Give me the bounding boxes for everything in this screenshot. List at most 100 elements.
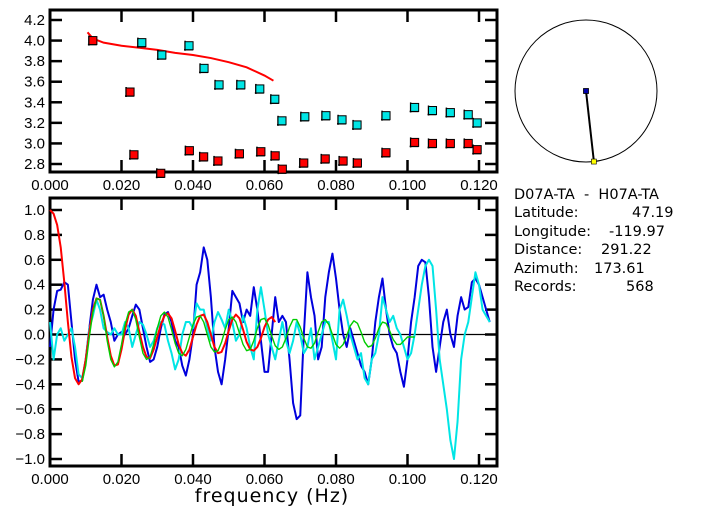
bottom-y-tick-label: 0.4 bbox=[24, 277, 45, 294]
info-row-latitude: Latitude: 47.19 bbox=[514, 204, 674, 222]
cyan-data-point bbox=[337, 114, 347, 125]
top-y-tick-label: 4.0 bbox=[24, 33, 45, 50]
info-value: 47.19 bbox=[632, 205, 674, 222]
top-x-tick-label: 0.060 bbox=[246, 177, 284, 194]
bottom-y-tick-label: 0.0 bbox=[24, 327, 45, 344]
bottom-x-tick-label: 0.060 bbox=[246, 471, 284, 488]
cyan-data-point bbox=[472, 117, 482, 128]
info-row-azimuth: Azimuth: 173.61 bbox=[514, 260, 674, 278]
top-y-tick-label: 3.0 bbox=[24, 135, 45, 152]
red-data-point bbox=[277, 164, 287, 175]
cyan-data-point bbox=[352, 119, 362, 130]
bottom-y-tick-label: −0.2 bbox=[15, 351, 45, 368]
cyan-data-point bbox=[299, 111, 310, 122]
red-data-point bbox=[184, 145, 194, 156]
top-plot-frame bbox=[48, 8, 499, 174]
station-info-panel: D07A-TA - H07A-TA Latitude: 47.19 Longit… bbox=[514, 186, 674, 296]
red-data-point bbox=[463, 138, 473, 149]
cyan-data-point bbox=[463, 109, 473, 120]
bottom-y-tick-label: −1.0 bbox=[15, 451, 45, 468]
red-data-point bbox=[427, 138, 438, 149]
bottom-correlation-plot: 0.000 0.020 0.040 0.060 0.080 0.100 0.120 1.00… bbox=[15, 196, 499, 507]
center-station-icon bbox=[583, 88, 589, 94]
bottom-x-tick-label: 0.100 bbox=[389, 471, 427, 488]
cyan-data-point bbox=[214, 79, 224, 90]
bottom-y-tick-label: 0.8 bbox=[24, 227, 45, 244]
top-y-tick-label: 2.8 bbox=[24, 156, 45, 173]
cyan-data-point bbox=[156, 49, 167, 60]
cyan-data-point bbox=[235, 79, 246, 90]
top-x-tick-label: 0.120 bbox=[460, 177, 498, 194]
cyan-data-point bbox=[427, 105, 438, 116]
red-data-point bbox=[320, 153, 330, 164]
cyan-data-point bbox=[269, 94, 280, 105]
cyan-data-point bbox=[254, 83, 265, 94]
info-label: Latitude: bbox=[514, 205, 579, 222]
red-data-point bbox=[87, 35, 98, 46]
info-value: 173.61 bbox=[594, 260, 645, 277]
red-data-point bbox=[409, 137, 420, 148]
red-data-point bbox=[338, 155, 348, 166]
bottom-x-tick-label: 0.080 bbox=[317, 471, 355, 488]
red-data-point bbox=[198, 151, 209, 162]
station-pair-title: D07A-TA - H07A-TA bbox=[514, 187, 659, 203]
cyan-data-point bbox=[199, 63, 209, 74]
bottom-y-tick-label: −0.6 bbox=[15, 401, 45, 418]
top-y-tick-label: 3.2 bbox=[24, 115, 45, 132]
bottom-y-tick-label: 0.2 bbox=[24, 302, 45, 319]
x-axis-label: frequency (Hz) bbox=[195, 485, 349, 507]
info-label: Distance: bbox=[514, 242, 583, 259]
red-data-point bbox=[129, 149, 139, 160]
cyan-data-point bbox=[381, 110, 391, 121]
red-data-point bbox=[352, 157, 362, 168]
red-data-point bbox=[125, 87, 135, 97]
station-map bbox=[514, 19, 658, 165]
top-x-tick-label: 0.100 bbox=[389, 177, 427, 194]
bottom-x-tick-label: 0.020 bbox=[103, 471, 141, 488]
bottom-y-tick-label: −0.4 bbox=[15, 376, 45, 393]
top-y-tick-label: 3.8 bbox=[24, 53, 45, 70]
red-data-point bbox=[234, 148, 244, 159]
info-value: 291.22 bbox=[601, 242, 652, 259]
info-value: 568 bbox=[626, 279, 654, 296]
bottom-y-tick-label: −0.8 bbox=[15, 426, 45, 443]
bottom-x-axis: 0.000 0.020 0.040 0.060 0.080 0.100 0.120 bbox=[31, 198, 498, 488]
bottom-x-tick-label: 0.120 bbox=[460, 471, 498, 488]
red-data-point bbox=[381, 147, 391, 158]
bottom-x-tick-label: 0.000 bbox=[31, 471, 69, 488]
info-value: -119.97 bbox=[609, 223, 665, 240]
red-data-point bbox=[270, 150, 280, 161]
path-line bbox=[585, 90, 595, 162]
red-synthetic-line bbox=[49, 209, 277, 386]
bottom-x-tick-label: 0.040 bbox=[174, 471, 212, 488]
cyan-observed-line bbox=[49, 258, 491, 460]
info-label: Records: bbox=[514, 279, 577, 296]
red-dispersion-curve bbox=[86, 31, 274, 82]
info-label: Azimuth: bbox=[514, 260, 579, 277]
green-synthetic-line bbox=[81, 297, 415, 382]
top-y-axis: 2.8 3.0 3.2 3.4 3.6 3.8 4.0 4.2 bbox=[24, 12, 497, 173]
cyan-data-point bbox=[409, 102, 420, 113]
top-x-tick-label: 0.040 bbox=[174, 177, 212, 194]
info-row-records: Records: 568 bbox=[514, 278, 674, 296]
top-dispersion-plot: 0.000 0.020 0.040 0.060 0.080 0.100 0.120 2.8 3… bbox=[24, 8, 499, 194]
red-data-point bbox=[213, 155, 223, 166]
info-row-distance: Distance: 291.22 bbox=[514, 241, 674, 259]
bottom-y-tick-label: 0.6 bbox=[24, 252, 45, 269]
red-data-point bbox=[472, 144, 482, 155]
red-data-point bbox=[255, 146, 266, 157]
red-data-point bbox=[155, 168, 166, 179]
info-label: Longitude: bbox=[514, 223, 592, 240]
red-data-point bbox=[298, 157, 309, 168]
top-x-tick-label: 0.020 bbox=[103, 177, 141, 194]
bottom-lines-group bbox=[49, 209, 491, 460]
edge-station-icon bbox=[591, 158, 597, 165]
top-points-group bbox=[87, 35, 482, 179]
top-red-curve-group bbox=[86, 31, 274, 82]
cyan-data-point bbox=[320, 110, 331, 121]
cyan-data-point bbox=[277, 115, 287, 126]
top-y-tick-label: 3.4 bbox=[24, 94, 45, 111]
distance-circle bbox=[514, 19, 658, 163]
bottom-y-tick-label: 1.0 bbox=[24, 202, 45, 219]
top-x-tick-label: 0.000 bbox=[31, 177, 69, 194]
